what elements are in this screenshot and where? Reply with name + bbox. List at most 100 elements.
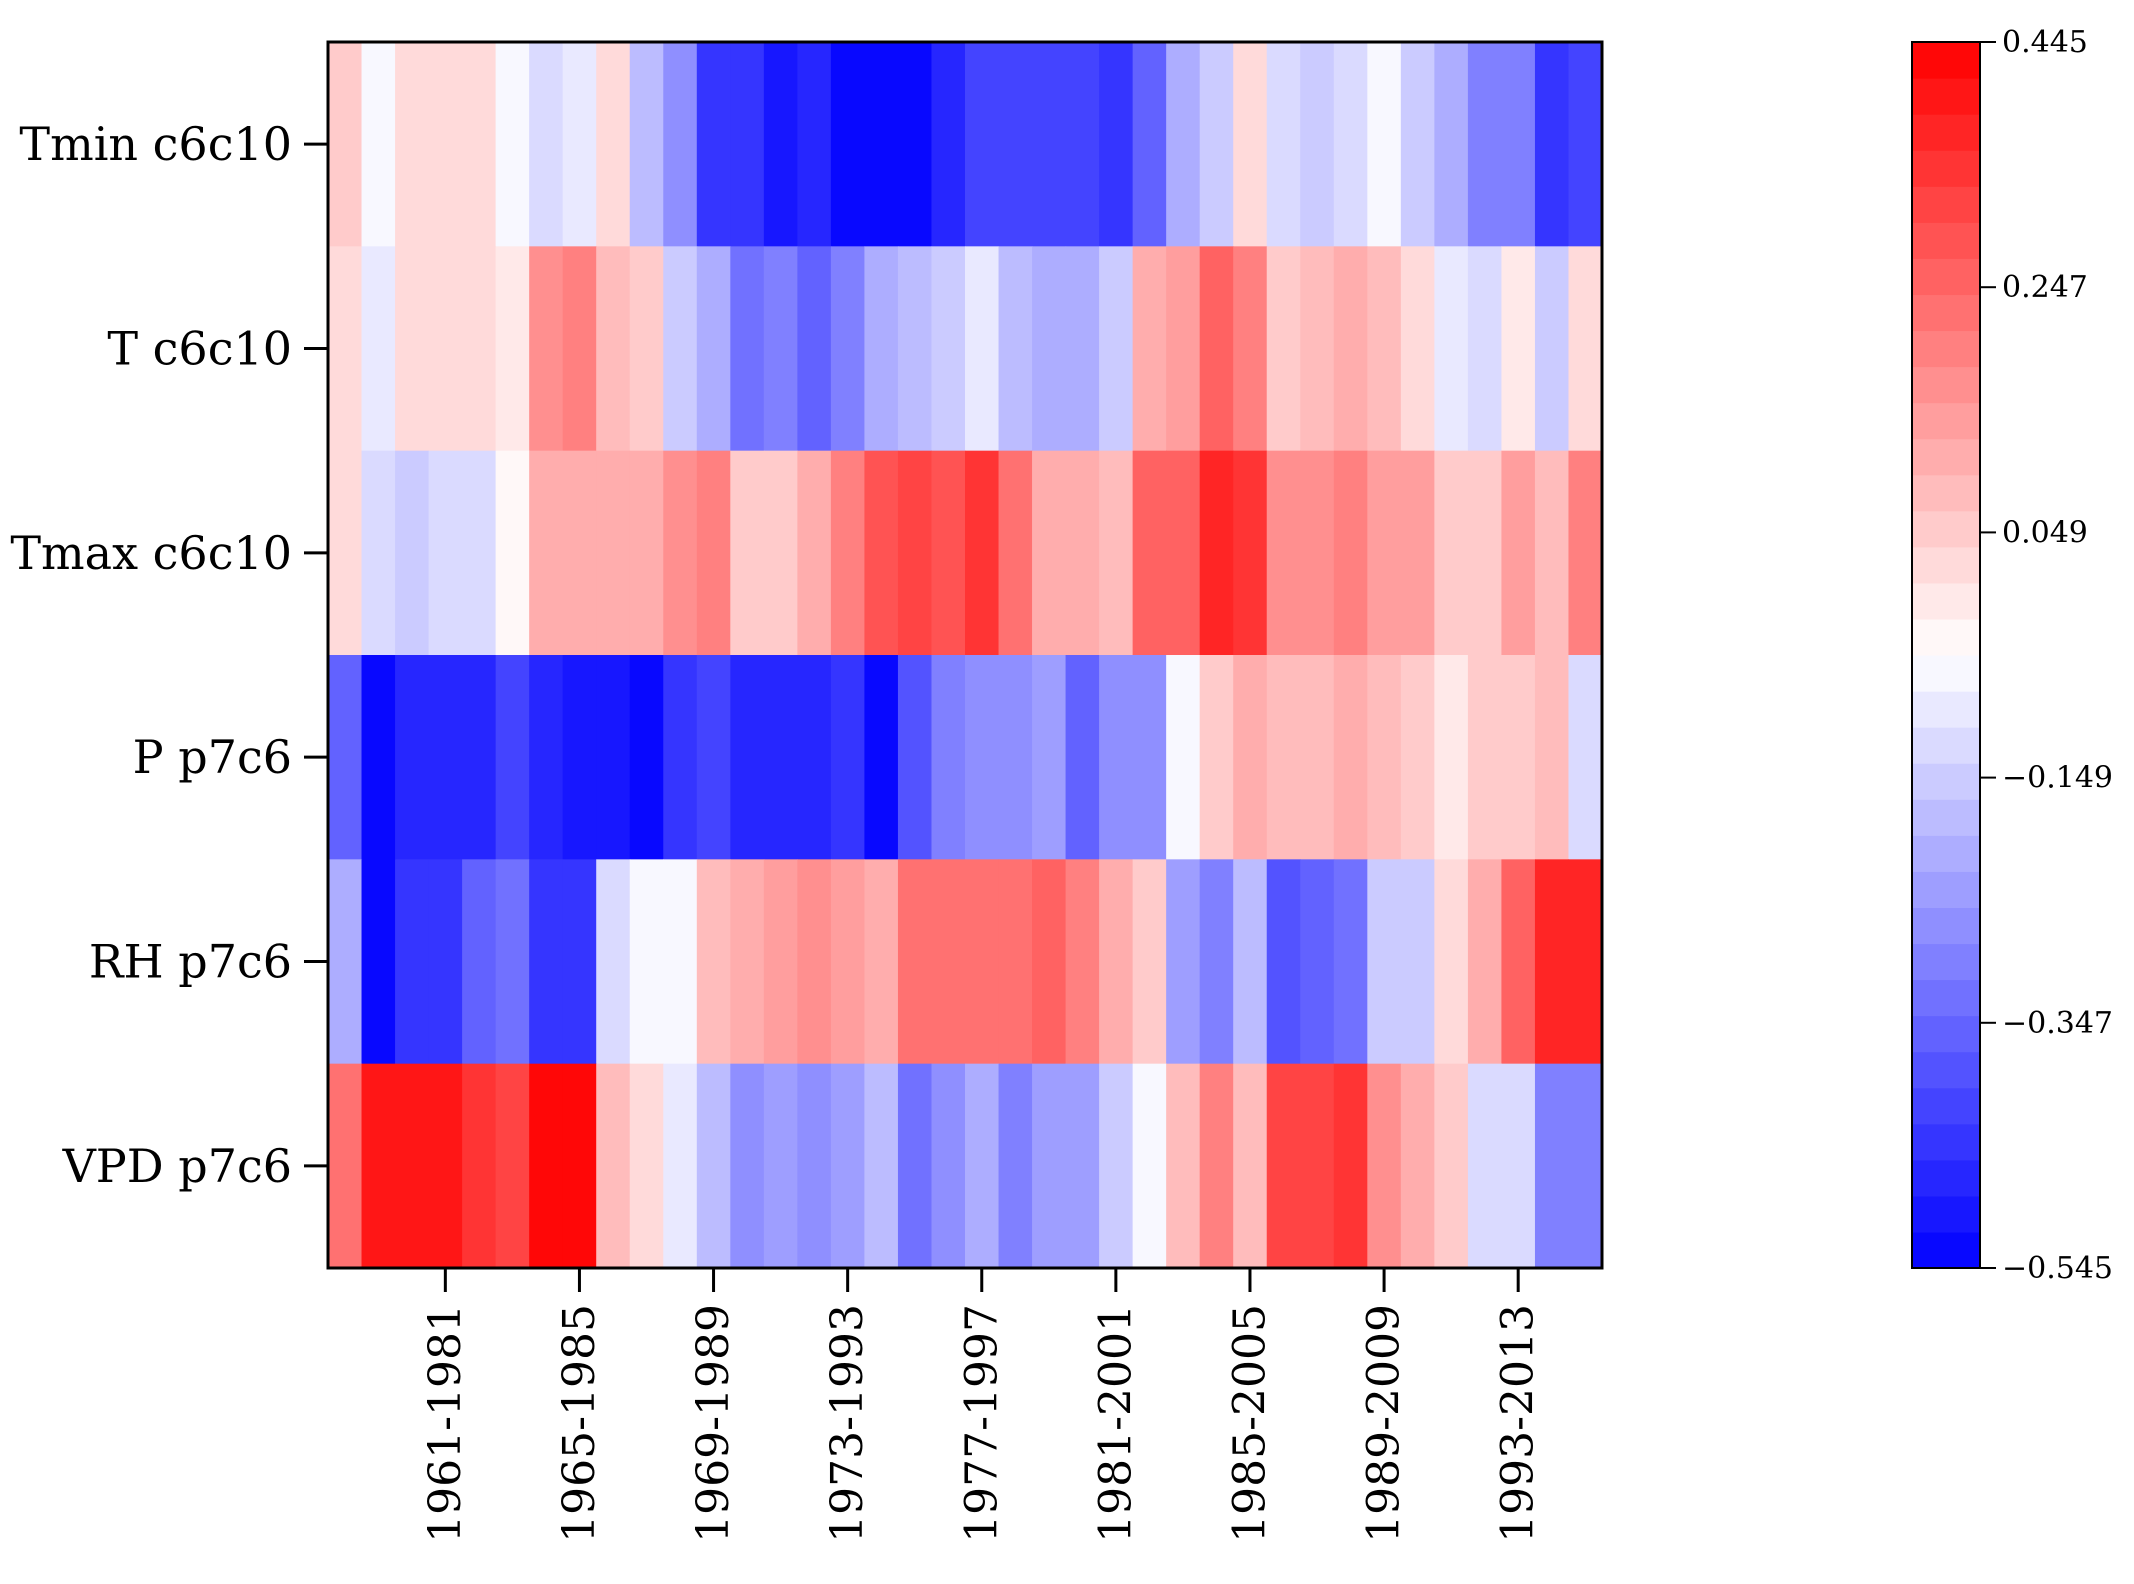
heatmap-cell-r0-c4 [462,42,497,247]
heatmap-cell-r1-c37 [1568,246,1603,452]
heatmap-cell-r0-c31 [1367,42,1402,247]
colorbar-segment-27 [1912,258,1980,296]
heatmap-cell-r2-c8 [596,450,631,656]
heatmap-cell-r1-c0 [328,246,363,452]
heatmap-cell-r2-c18 [931,450,966,656]
heatmap-cell-r4-c24 [1132,859,1167,1065]
heatmap-cell-r2-c1 [361,450,396,656]
heatmap-cell-r3-c19 [965,655,1000,860]
heatmap-cell-r1-c3 [428,246,463,452]
heatmap-cell-r3-c35 [1501,655,1536,860]
heatmap-cell-r5-c12 [730,1063,765,1269]
heatmap-cell-r2-c34 [1467,450,1503,656]
plot-border [326,40,1604,1270]
colorbar-border [1911,41,1981,1269]
heatmap-cell-r4-c22 [1065,859,1100,1065]
heatmap-cell-r3-c30 [1333,655,1368,860]
heatmap-cell-r4-c5 [495,859,530,1065]
heatmap-cell-r0-c3 [428,42,463,247]
x-tick-label-0: 1961-1981 [420,1304,471,1543]
heatmap-cell-r3-c3 [428,655,463,860]
heatmap-cell-r1-c27 [1233,246,1268,452]
heatmap-cell-r1-c5 [495,246,530,452]
colorbar-segment-7 [1912,979,1980,1017]
heatmap-cell-r3-c14 [797,655,832,860]
heatmap-cell-r3-c0 [328,655,363,860]
heatmap-cell-r0-c27 [1233,42,1268,247]
colorbar-segment-3 [1912,1123,1980,1161]
heatmap-cell-r4-c33 [1434,859,1469,1065]
heatmap-cell-r5-c31 [1367,1063,1402,1269]
heatmap-cell-r5-c5 [495,1063,530,1269]
heatmap-cell-r2-c28 [1266,450,1301,656]
heatmap-cell-r4-c9 [629,859,664,1065]
heatmap-cell-r2-c4 [462,450,497,656]
heatmap-cell-r2-c37 [1568,450,1603,656]
heatmap-cell-r0-c36 [1534,42,1570,247]
heatmap-cell-r5-c16 [864,1063,899,1269]
heatmap-cell-r5-c28 [1266,1063,1301,1269]
colorbar-segment-33 [1912,42,1980,79]
heatmap-cell-r1-c36 [1534,246,1570,452]
heatmap-cell-r3-c28 [1266,655,1301,860]
heatmap-cell-r3-c33 [1434,655,1469,860]
colorbar-segment-20 [1912,510,1980,548]
colorbar-segment-2 [1912,1159,1980,1197]
heatmap-cell-r5-c23 [1099,1063,1134,1269]
heatmap-cell-r1-c11 [696,246,731,452]
heatmap-cell-r4-c16 [864,859,899,1065]
heatmap-cell-r1-c21 [1032,246,1067,452]
heatmap-cell-r3-c21 [1032,655,1067,860]
heatmap-cell-r3-c5 [495,655,530,860]
heatmap-cell-r3-c31 [1367,655,1402,860]
heatmap-cell-r0-c35 [1501,42,1536,247]
heatmap-cell-r0-c26 [1199,42,1234,247]
heatmap-cell-r2-c25 [1166,450,1201,656]
heatmap-cell-r5-c37 [1568,1063,1603,1269]
heatmap-cell-r1-c9 [629,246,664,452]
heatmap-cell-r1-c33 [1434,246,1469,452]
colorbar-segment-16 [1912,655,1980,692]
heatmap-cell-r1-c25 [1166,246,1201,452]
heatmap-cell-r3-c1 [361,655,396,860]
colorbar-segment-21 [1912,474,1980,512]
heatmap-cell-r4-c30 [1333,859,1368,1065]
heatmap-cell-r3-c20 [998,655,1033,860]
heatmap-cell-r5-c10 [663,1063,698,1269]
heatmap-cell-r5-c6 [529,1063,564,1269]
heatmap-cell-r3-c25 [1166,655,1201,860]
heatmap-cell-r4-c31 [1367,859,1402,1065]
heatmap-cell-r2-c29 [1300,450,1335,656]
heatmap-cell-r1-c30 [1333,246,1368,452]
heatmap-cell-r4-c4 [462,859,497,1065]
heatmap-cell-r0-c7 [562,42,597,247]
heatmap-cell-r1-c28 [1266,246,1301,452]
heatmap-cell-r2-c17 [897,450,933,656]
heatmap-cell-r1-c15 [830,246,866,452]
heatmap-cell-r2-c5 [495,450,530,656]
heatmap-cell-r5-c24 [1132,1063,1167,1269]
colorbar-tick-label-1: 0.247 [2002,270,2088,305]
heatmap-cell-r1-c18 [931,246,966,452]
heatmap-cell-r2-c26 [1199,450,1234,656]
heatmap-cell-r5-c34 [1467,1063,1503,1269]
heatmap-cell-r5-c14 [797,1063,832,1269]
heatmap-cell-r4-c35 [1501,859,1536,1065]
heatmap-cell-r2-c27 [1233,450,1268,656]
heatmap-cell-r3-c2 [395,655,430,860]
heatmap-cell-r5-c20 [998,1063,1033,1269]
colorbar-segment-9 [1912,907,1980,945]
x-axis: 1961-1981 1965-1985 1969-1989 1973-1993 1977… [420,1268,1544,1543]
heatmap-cell-r2-c16 [864,450,899,656]
x-tick-label-7: 1989-2009 [1359,1304,1410,1543]
heatmap-cell-r0-c15 [830,42,866,247]
heatmap-cell-r3-c18 [931,655,966,860]
heatmap-cell-r3-c13 [763,655,798,860]
heatmap-cell-r4-c36 [1534,859,1570,1065]
heatmap-cell-r5-c26 [1199,1063,1234,1269]
heatmap-cell-r4-c27 [1233,859,1268,1065]
heatmap-cell-r5-c0 [328,1063,363,1269]
colorbar-tick-label-3: −0.149 [2002,761,2113,796]
